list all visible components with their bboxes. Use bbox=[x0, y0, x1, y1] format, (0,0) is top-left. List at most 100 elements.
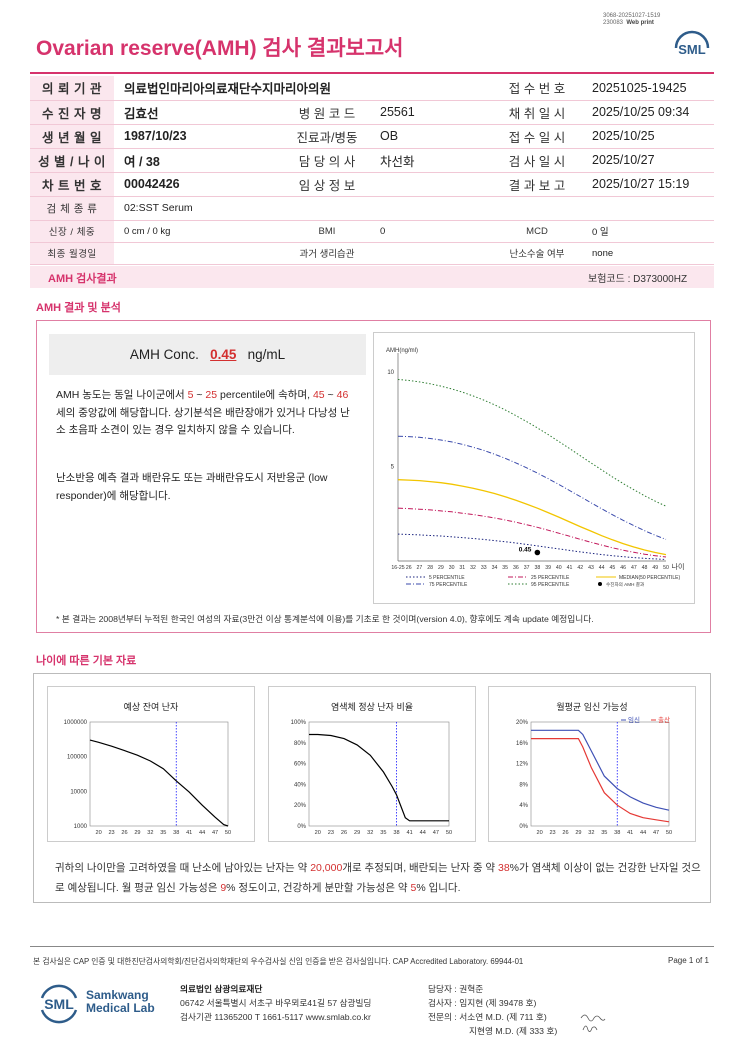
value-birthdate: 1987/10/23 bbox=[114, 124, 284, 149]
label-receipt-no: 접 수 번 호 bbox=[492, 76, 582, 101]
legend-label-1: 25 PERCENTILE bbox=[531, 575, 570, 581]
value-clinical-info bbox=[370, 172, 492, 197]
age-high: 46 bbox=[336, 389, 349, 401]
mini3-x-tick: 44 bbox=[640, 830, 646, 836]
label-institution: 의 뢰 기 관 bbox=[30, 76, 114, 101]
samkwang-logo: SML bbox=[40, 984, 78, 1024]
normal-egg-ratio-chart-frame bbox=[268, 686, 476, 842]
main-chart-x-tick: 37 bbox=[524, 565, 530, 571]
main-chart-x-tick: 42 bbox=[577, 565, 583, 571]
label-height-weight: 신장 / 체중 bbox=[30, 220, 114, 243]
main-chart-x-tick: 49 bbox=[652, 565, 658, 571]
age-low: 45 bbox=[312, 389, 325, 401]
mini2-y-tick: 80% bbox=[294, 741, 307, 747]
mini3-y-tick: 16% bbox=[516, 741, 529, 747]
label-hospital-code: 병 원 코 드 bbox=[284, 100, 370, 125]
value-mcd: 0 일 bbox=[582, 220, 714, 243]
value-specimen: 02:SST Serum bbox=[114, 196, 714, 221]
value-bmi: 0 bbox=[370, 220, 492, 243]
pregnancy-chance-chart-title: 월평균 임신 가능성 bbox=[556, 702, 628, 712]
main-chart-x-tick: 46 bbox=[620, 565, 626, 571]
mini1-x-tick: 29 bbox=[134, 830, 140, 836]
table-row: 신장 / 체중 0 cm / 0 kg BMI 0 MCD 0 일 bbox=[30, 220, 714, 243]
value-sex-age: 여 / 38 bbox=[114, 148, 284, 173]
label-report-time: 결 과 보 고 bbox=[492, 172, 582, 197]
mini1-x-tick: 20 bbox=[96, 830, 102, 836]
table-row: 차 트 번 호 00042426 임 상 정 보 결 과 보 고 2025/10… bbox=[30, 172, 714, 197]
value-report-time: 2025/10/27 15:19 bbox=[582, 172, 714, 197]
summary-pregnancy: 9 bbox=[220, 882, 227, 894]
value-patient-name: 김효선 bbox=[114, 100, 284, 125]
label-bmi: BMI bbox=[284, 220, 370, 243]
mini2-x-tick: 41 bbox=[407, 830, 413, 836]
main-chart-x-tick: 16-25 bbox=[391, 565, 404, 571]
value-institution: 의료법인마리아의료재단수지마리아의원 bbox=[114, 76, 492, 101]
mini3-x-tick: 29 bbox=[575, 830, 581, 836]
staff-tester: 검사자 : 임지현 (제 39478 호) bbox=[428, 998, 537, 1008]
main-chart-x-tick: 32 bbox=[470, 565, 476, 571]
page-title: Ovarian reserve(AMH) 검사 결과보고서 bbox=[36, 37, 404, 60]
interp-text: percentile에 속하며, bbox=[217, 389, 313, 401]
mini3-x-tick: 20 bbox=[537, 830, 543, 836]
label-receipt-date: 접 수 일 시 bbox=[492, 124, 582, 149]
label-chart-no: 차 트 번 호 bbox=[30, 172, 114, 197]
value-hospital-code: 25561 bbox=[370, 100, 492, 125]
main-chart-x-tick: 47 bbox=[631, 565, 637, 571]
mini1-y-tick: 1000000 bbox=[64, 720, 88, 726]
pregnancy-chance-chart: 0% 4% 8% 12% 16% 20% 20 23 26 29 32 35 38 41 44 47 50 임신 출… bbox=[516, 715, 672, 836]
mini1-x-tick: 47 bbox=[212, 830, 218, 836]
mini2-x-tick: 32 bbox=[367, 830, 373, 836]
mini1-x-tick: 35 bbox=[160, 830, 166, 836]
legend-label-3: 75 PERCENTILE bbox=[429, 582, 468, 588]
mini1-y-tick: 1000 bbox=[74, 824, 88, 830]
certification-note: 본 검사실은 CAP 인증 및 대한진단검사의학회/진단검사의학재단의 우수검사… bbox=[33, 957, 524, 966]
mini2-x-tick: 35 bbox=[380, 830, 386, 836]
summary-part: % 입니다. bbox=[416, 882, 461, 894]
main-chart-x-tick: 35 bbox=[502, 565, 508, 571]
interp-text: ~ bbox=[193, 389, 206, 401]
mini1-y-tick: 10000 bbox=[70, 789, 87, 795]
org-address: 06742 서울특별시 서초구 바우뫼로41길 57 삼광빌딩 bbox=[180, 998, 372, 1008]
mini2-x-tick: 44 bbox=[420, 830, 426, 836]
normal-egg-ratio-chart-title: 염색체 정상 난자 비율 bbox=[330, 702, 414, 712]
mini3-legend-label-0: 임신 bbox=[628, 715, 640, 724]
staff-specialist-2: 지현영 M.D. (제 333 호) bbox=[469, 1026, 558, 1036]
value-test-date: 2025/10/27 bbox=[582, 148, 714, 173]
signature-image bbox=[580, 1014, 606, 1032]
mini3-plot-area bbox=[530, 721, 670, 827]
mini3-y-tick: 12% bbox=[516, 762, 529, 768]
main-chart-xlabel: 나이 bbox=[672, 562, 685, 571]
patient-amh-marker bbox=[534, 549, 541, 556]
value-doctor: 차선화 bbox=[370, 148, 492, 173]
label-specimen: 검 체 종 류 bbox=[30, 196, 114, 221]
mini3-x-tick: 35 bbox=[601, 830, 607, 836]
main-chart-ylabel: AMH(ng/ml) bbox=[386, 348, 418, 354]
label-clinical-info: 임 상 정 보 bbox=[284, 172, 370, 197]
footer-divider bbox=[30, 946, 714, 947]
mini2-x-tick: 23 bbox=[328, 830, 334, 836]
mini3-x-tick: 32 bbox=[588, 830, 594, 836]
percentile-low: 5 bbox=[187, 389, 194, 401]
pregnancy-chance-chart-frame bbox=[488, 686, 696, 842]
amh-result-header-bar bbox=[30, 266, 714, 288]
patient-info-table: 의 뢰 기 관 의료법인마리아의료재단수지마리아의원 접 수 번 호 20251… bbox=[30, 76, 714, 265]
summary-eggs: 20,000 bbox=[310, 862, 343, 874]
label-collection-time: 채 취 일 시 bbox=[492, 100, 582, 125]
main-chart-x-tick: 43 bbox=[588, 565, 594, 571]
amh-conc: AMH Conc. 0.45 ng/mL bbox=[49, 347, 366, 362]
remaining-eggs-chart: 1000 10000 100000 1000000 20 23 26 29 32 35 38 41 44… bbox=[64, 720, 231, 836]
mini2-plot-area bbox=[308, 721, 450, 827]
mini2-y-tick: 100% bbox=[291, 720, 307, 726]
main-chart-x-tick: 30 bbox=[449, 565, 455, 571]
mini1-series-0 bbox=[89, 739, 229, 827]
main-chart-x-tick: 28 bbox=[427, 565, 433, 571]
mini2-x-tick: 20 bbox=[315, 830, 321, 836]
mini2-y-tick: 40% bbox=[294, 782, 307, 788]
value-collection-time: 2025/10/25 09:34 bbox=[582, 100, 714, 125]
table-row: 생 년 월 일 1987/10/23 진료과/병동 OB 접 수 일 시 202… bbox=[30, 124, 714, 149]
interp-text: AMH 농도는 동일 나이군에서 bbox=[56, 389, 188, 401]
ovarian-response-text: 난소반응 예측 결과 배란유도 또는 과배란유도시 저반응군 (low resp… bbox=[56, 472, 328, 502]
summary-part: %가 염색체 이상이 없는 건강한 난자일 것으로 예상됩니다. 월 평균 임신… bbox=[55, 862, 701, 894]
legend-label-0: 5 PERCENTILE bbox=[429, 575, 465, 581]
lab-brand-line2: Medical Lab bbox=[86, 1001, 155, 1015]
